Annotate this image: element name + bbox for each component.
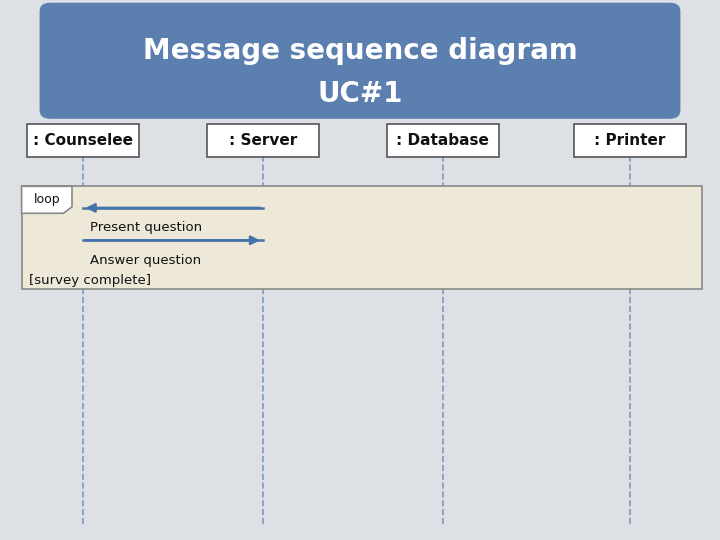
Bar [387,124,498,157]
Polygon shape [22,186,72,213]
Text: : Counselee: : Counselee [33,133,132,148]
Text: Present question: Present question [90,221,202,234]
Bar [27,124,138,157]
Text: [survey complete]: [survey complete] [29,274,150,287]
Bar [575,124,686,157]
Text: loop: loop [34,193,60,206]
Text: UC#1: UC#1 [318,80,402,109]
Text: : Database: : Database [397,133,489,148]
Bar [22,186,702,289]
Text: Answer question: Answer question [90,254,201,267]
Text: Message sequence diagram: Message sequence diagram [143,37,577,65]
Bar [207,124,319,157]
Text: : Printer: : Printer [594,133,666,148]
FancyBboxPatch shape [40,3,680,119]
Text: : Server: : Server [229,133,297,148]
